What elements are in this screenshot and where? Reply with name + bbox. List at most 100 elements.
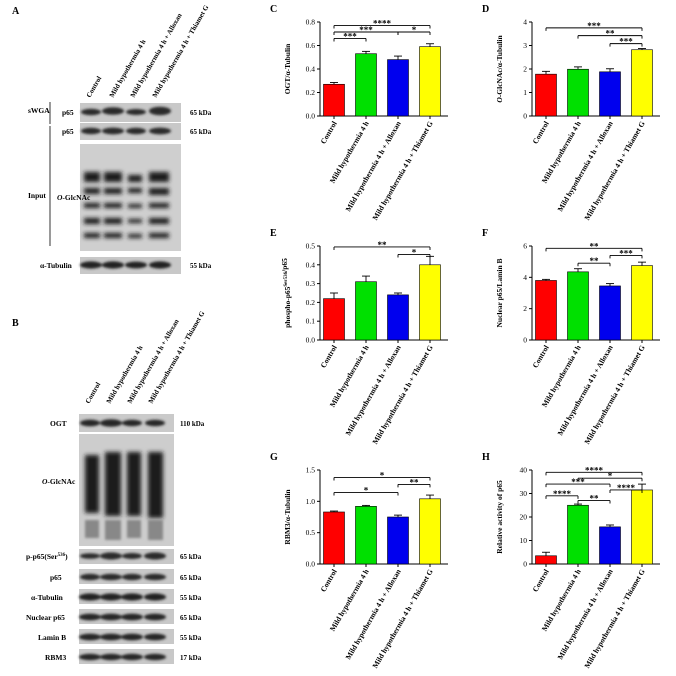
- y-tick-label: 30: [520, 489, 528, 498]
- sig-label: **: [590, 241, 600, 251]
- x-tick-label: Mild hypothermia 4 h + Thiamet G: [370, 567, 434, 669]
- y-tick-label: 0: [523, 112, 527, 121]
- panel-letter: H: [482, 452, 490, 463]
- blot-b4-label: p65: [50, 573, 62, 582]
- chart-e: E 0.0 0.1 0.2 0.3 0.4 0.5 phospho-p65Ser536/p65…: [270, 228, 448, 446]
- panel-letter: E: [270, 228, 277, 239]
- bar: [387, 59, 409, 117]
- blot-b-tubulin: [79, 589, 174, 604]
- x-tick-label: Mild hypothermia 4 h + Alloxan: [344, 567, 404, 661]
- bar: [323, 298, 345, 341]
- sig-label: *: [412, 247, 417, 257]
- bar: [535, 555, 557, 565]
- x-tick-label: Mild hypothermia 4 h + Thiamet G: [582, 567, 646, 669]
- bar: [355, 281, 377, 341]
- y-axis-label: phospho-p65Ser536/p65: [280, 258, 292, 328]
- y-tick-label: 0: [523, 560, 527, 569]
- bar: [567, 68, 589, 117]
- blot-b-lamin-b: [79, 629, 174, 644]
- y-tick-label: 2: [523, 304, 527, 313]
- panel-letter: D: [482, 4, 489, 15]
- x-tick-label: Control: [531, 344, 551, 370]
- panel-letter-b: B: [12, 318, 19, 329]
- sig-label: *: [380, 471, 385, 481]
- sig-label: **: [590, 256, 600, 266]
- sig-label: ***: [619, 37, 633, 47]
- lane-label-a-mh: Mild hypothermia 4 h: [108, 38, 148, 99]
- blot-a-oglcnac: [80, 144, 181, 251]
- bar: [355, 53, 377, 117]
- panel-b-lane-labels: Control Mild hypothermia 4 h Mild hypoth…: [84, 309, 207, 405]
- y-axis-label: O-GlcNAc/α-Tubulin: [495, 35, 504, 103]
- bar: [323, 83, 345, 117]
- lane-label-b-control: Control: [84, 381, 103, 405]
- y-tick-label: 10: [520, 536, 528, 545]
- bar: [355, 506, 377, 565]
- y-tick-label: 0.5: [306, 242, 316, 251]
- sig-label: ***: [343, 31, 357, 41]
- side-label-swga: sWGA: [28, 106, 50, 115]
- x-tick-label: Mild hypothermia 4 h + Thiamet G: [582, 119, 646, 221]
- blot-b8-kda: 17 kDa: [180, 654, 202, 662]
- blot-b1-label: OGT: [50, 419, 67, 428]
- panel-letter: C: [270, 4, 277, 15]
- sig-label: ****: [617, 483, 636, 493]
- bar: [567, 271, 589, 341]
- bar: [323, 511, 345, 565]
- blot-b5-kda: 55 kDa: [180, 594, 202, 602]
- blot-b2-label: O-GlcNAc: [42, 477, 76, 486]
- blot-b8-label: RBM3: [45, 653, 66, 662]
- bar: [387, 516, 409, 565]
- bar: [419, 264, 441, 341]
- y-tick-label: 1.0: [306, 497, 316, 506]
- panel-letter: G: [270, 452, 278, 463]
- blot-b6-kda: 65 kDa: [180, 614, 202, 622]
- blot-b-pp65: [79, 549, 174, 564]
- y-tick-label: 0: [523, 336, 527, 345]
- x-tick-label: Mild hypothermia 4 h + Thiamet G: [582, 343, 646, 445]
- x-tick-label: Mild hypothermia 4 h + Alloxan: [344, 119, 404, 213]
- sig-label: ****: [373, 19, 392, 29]
- x-tick-label: Mild hypothermia 4 h + Alloxan: [344, 343, 404, 437]
- lane-label-a-control: Control: [85, 75, 104, 99]
- x-tick-label: Control: [319, 120, 339, 146]
- chart-c: C0.00.20.40.60.8OGT/α-TubulinControlMild…: [270, 4, 448, 222]
- sig-label: **: [378, 240, 388, 250]
- bar: [567, 504, 589, 565]
- x-tick-label: Control: [319, 568, 339, 594]
- y-tick-label: 0.6: [306, 41, 316, 50]
- blot-b-p65: [79, 569, 174, 584]
- bar: [419, 498, 441, 565]
- blot-b7-label: Lamin B: [38, 633, 66, 642]
- panel-a-lane-labels: Control Mild hypothermia 4 h Mild hypoth…: [85, 3, 211, 99]
- x-tick-label: Mild hypothermia 4 h + Thiamet G: [370, 119, 434, 221]
- sig-label: **: [410, 477, 420, 487]
- y-tick-label: 0.1: [306, 317, 316, 326]
- blot-b6-label: Nuclear p65: [26, 613, 65, 622]
- y-tick-label: 2: [523, 65, 527, 74]
- blot-a4-kda: 55 kDa: [190, 262, 212, 270]
- y-axis-label: Relative activity of p65: [495, 480, 504, 554]
- blot-b3-label: p-p65(Ser536): [26, 552, 68, 561]
- sig-label: **: [606, 29, 616, 39]
- bar: [535, 280, 557, 341]
- bar: [631, 265, 653, 341]
- blot-a2-label: p65: [62, 127, 74, 136]
- y-tick-label: 0.8: [306, 18, 316, 27]
- panel-letter: F: [482, 228, 488, 239]
- bar: [599, 285, 621, 341]
- y-tick-label: 0.0: [306, 560, 316, 569]
- blot-a-p65-swga: [80, 103, 181, 122]
- y-tick-label: 1.5: [306, 466, 316, 475]
- side-label-input: Input: [28, 191, 46, 200]
- bar: [631, 489, 653, 565]
- sig-label: *: [412, 25, 417, 35]
- sig-label: *: [608, 471, 613, 481]
- blot-b-nuclear-p65: [79, 609, 174, 624]
- y-tick-label: 0.3: [306, 279, 316, 288]
- bar: [535, 73, 557, 117]
- y-tick-label: 0.5: [306, 528, 316, 537]
- blot-a1-kda: 65 kDa: [190, 109, 212, 117]
